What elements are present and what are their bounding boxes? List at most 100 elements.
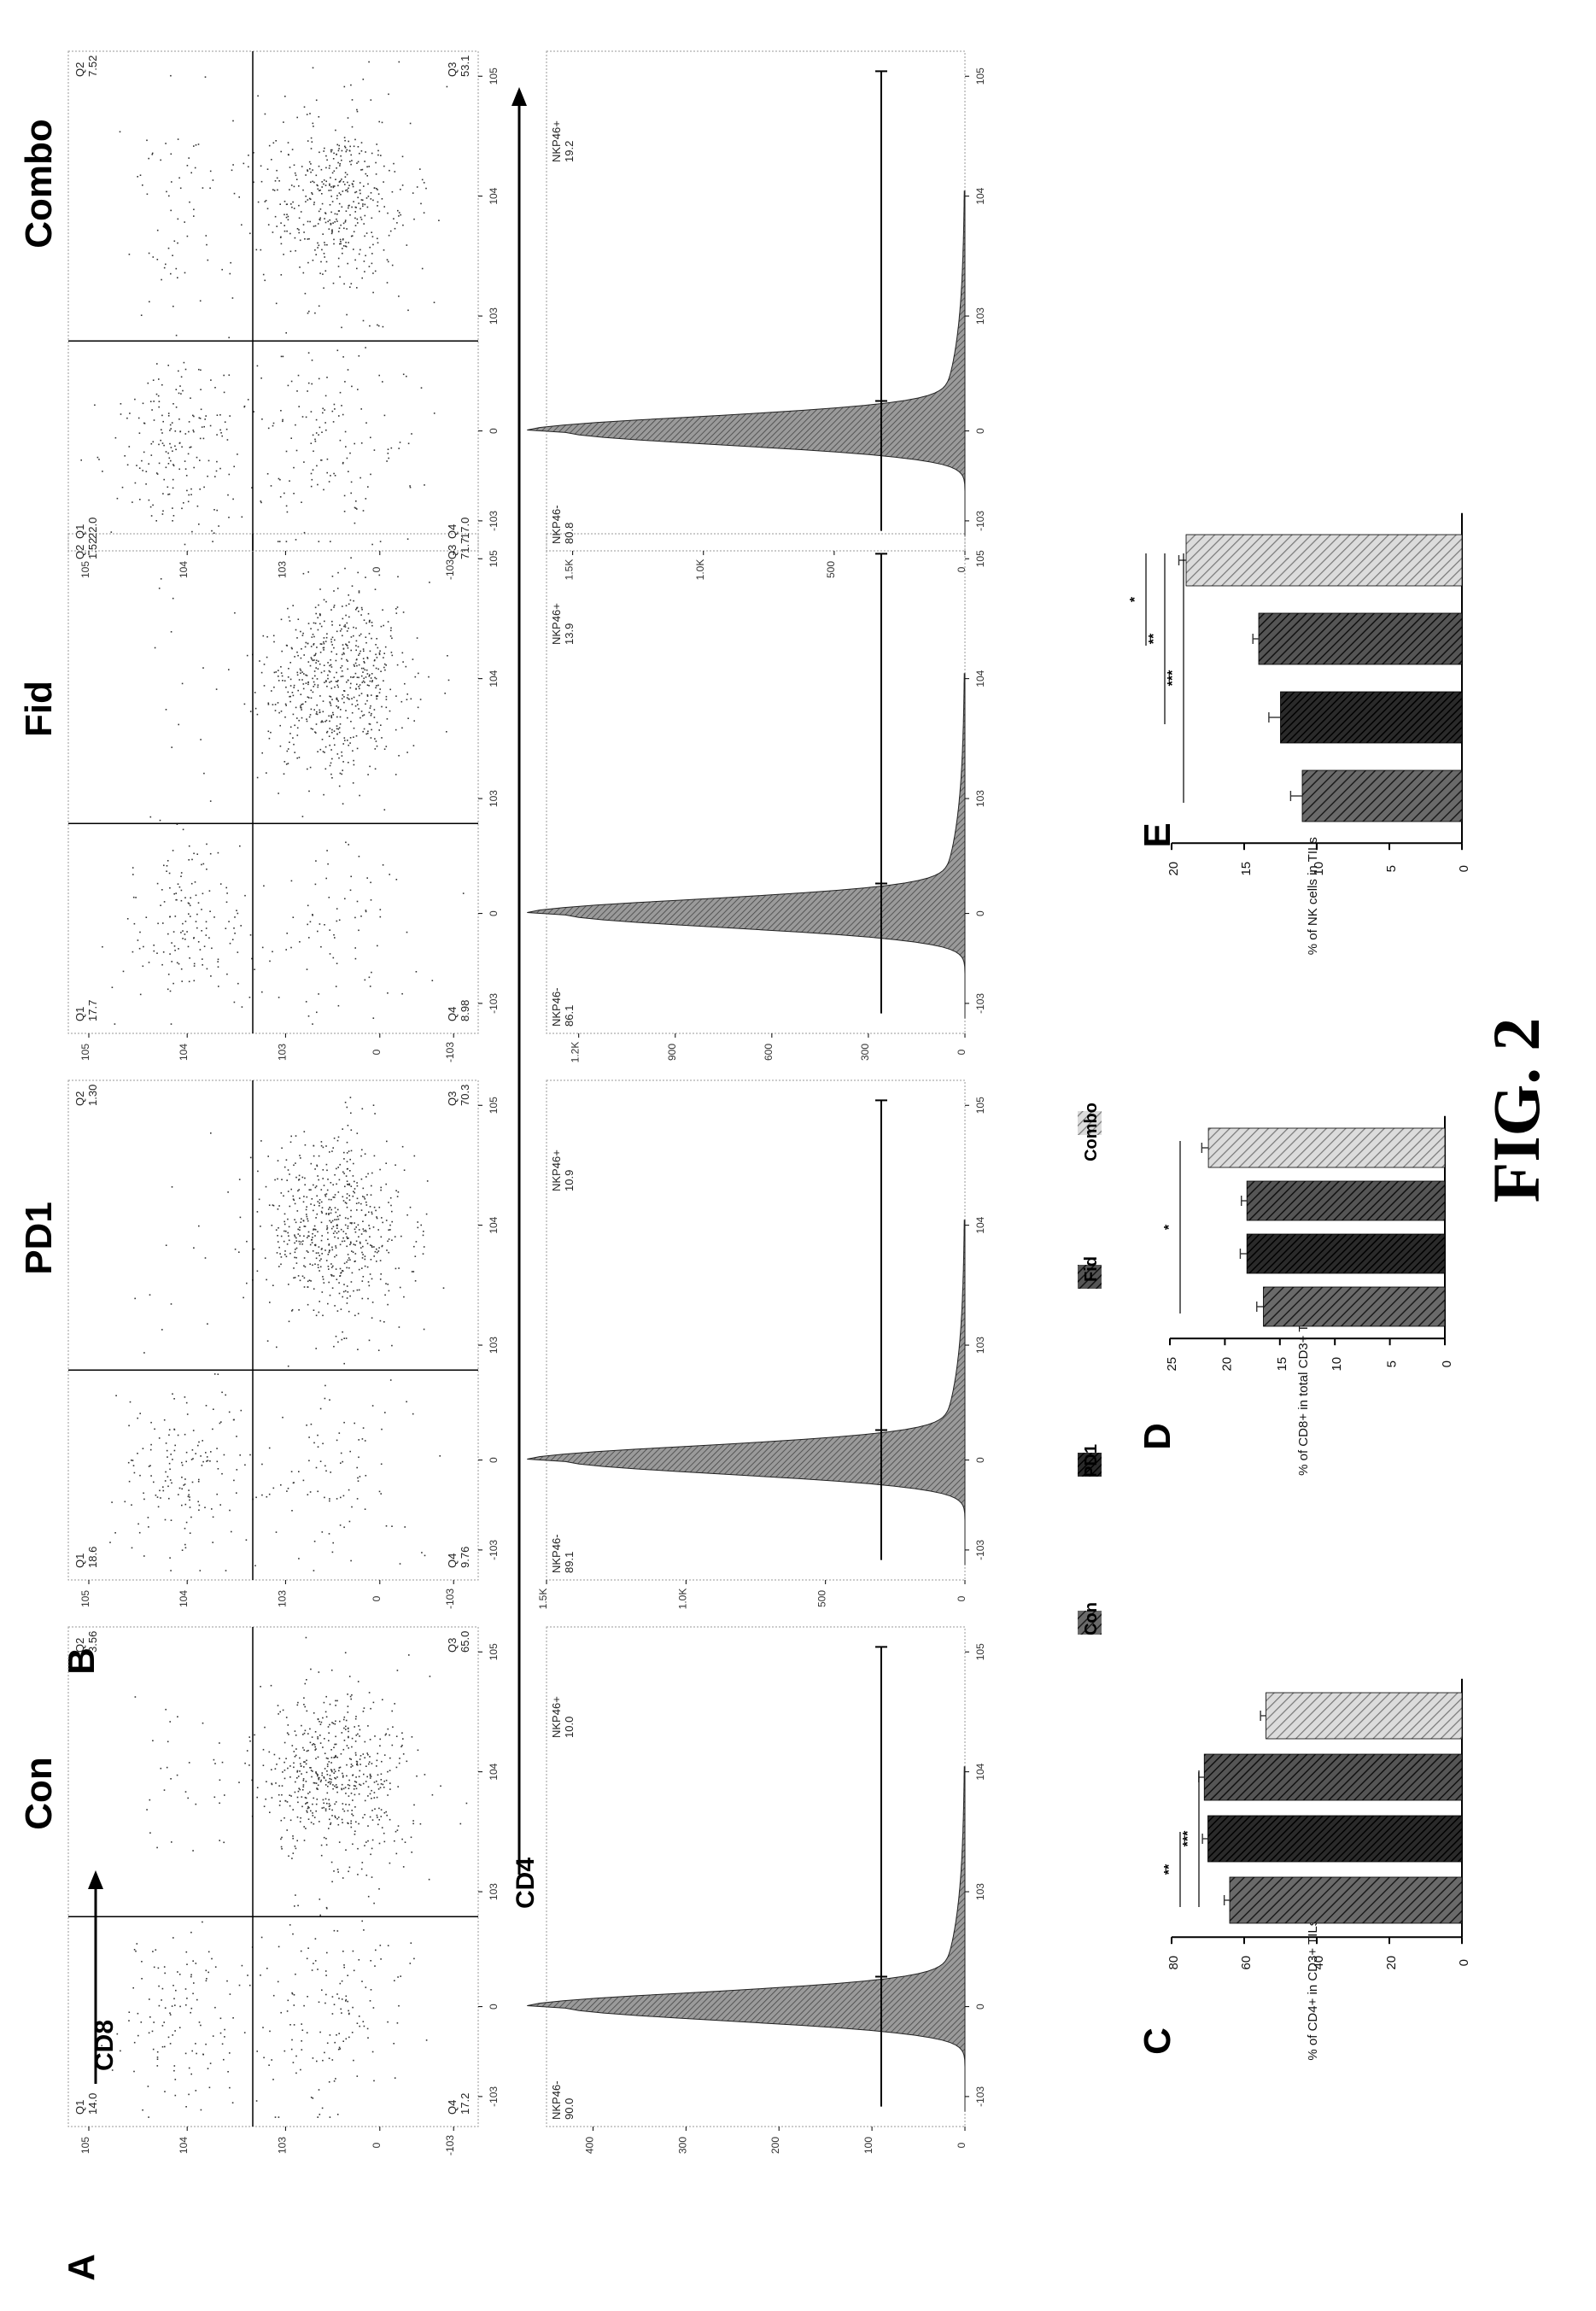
scatter-point: [360, 1155, 362, 1157]
scatter-point: [286, 1732, 289, 1734]
scatter-point: [227, 494, 229, 496]
scatter-point: [356, 108, 358, 111]
scatter-point: [402, 224, 404, 226]
scatter-point: [356, 287, 358, 289]
scatter-point: [340, 1272, 342, 1274]
scatter-point: [428, 676, 430, 678]
scatter-point: [370, 1960, 371, 1962]
scatter-point: [121, 486, 124, 489]
scatter-point: [293, 1164, 295, 1167]
scatter-point: [446, 731, 447, 733]
scatter-point: [289, 1205, 291, 1208]
scatter-point: [367, 1825, 369, 1827]
scatter-point: [295, 1894, 296, 1896]
scatter-point: [321, 2107, 324, 2109]
scatter-point: [313, 1309, 315, 1311]
scatter-point: [322, 1799, 324, 1801]
scatter-point: [165, 1442, 167, 1444]
scatter-point: [398, 755, 400, 757]
scatter-point: [284, 492, 285, 494]
scatter-point: [219, 1840, 220, 1841]
y-tick-label: 105: [79, 2137, 91, 2154]
scatter-point: [213, 509, 215, 511]
scatter-point: [322, 412, 324, 414]
scatter-point: [361, 1862, 364, 1863]
scatter-point: [431, 1793, 434, 1796]
scatter-point: [212, 179, 214, 181]
scatter-point: [328, 2081, 330, 2083]
scatter-point: [249, 934, 252, 936]
scatter-point: [315, 1772, 317, 1774]
scatter-point: [373, 1797, 376, 1799]
scatter-point: [330, 1822, 332, 1824]
scatter-point: [293, 1766, 295, 1769]
scatter-point: [139, 931, 141, 933]
scatter-point: [205, 235, 208, 237]
scatter-point: [221, 2043, 224, 2045]
scatter-point: [174, 1444, 176, 1447]
scatter-point: [196, 1998, 198, 2001]
scatter-point: [289, 695, 291, 698]
scatter-point: [347, 190, 348, 193]
scatter-point: [413, 1245, 415, 1248]
scatter-point: [326, 458, 329, 460]
scatter-point: [313, 1744, 316, 1746]
scatter-point: [180, 889, 183, 892]
scatter-point: [329, 695, 330, 698]
scatter-point: [181, 446, 183, 448]
scatter-point: [322, 273, 324, 275]
scatter-point: [345, 710, 347, 711]
scatter-point: [357, 161, 360, 163]
scatter-point: [336, 197, 338, 200]
scatter-point: [295, 1247, 298, 1249]
scatter-point: [311, 192, 313, 194]
scatter-point: [324, 184, 327, 186]
scatter-point: [266, 656, 268, 658]
scatter-point: [119, 131, 121, 133]
scatter-point: [317, 1775, 319, 1777]
scatter-point: [318, 2001, 320, 2004]
scatter-point: [280, 1484, 282, 1486]
bar-fid: [1258, 612, 1463, 665]
scatter-point: [189, 1496, 190, 1498]
scatter-point: [337, 1231, 340, 1232]
significance-label: ***: [1166, 670, 1180, 686]
scatter-point: [178, 177, 180, 179]
scatter-point: [116, 2033, 119, 2035]
scatter-point: [331, 1287, 334, 1289]
scatter-point: [342, 1200, 345, 1202]
scatter-point: [370, 737, 372, 739]
scatter-point: [307, 1733, 309, 1735]
scatter-point: [199, 459, 201, 461]
scatter-point: [339, 163, 341, 165]
scatter-point: [330, 1208, 332, 1211]
scatter-point: [150, 515, 153, 517]
scatter-point: [305, 1828, 307, 1829]
scatter-point: [337, 1191, 340, 1193]
scatter-point: [319, 426, 321, 429]
scatter-point: [307, 140, 309, 142]
scatter-point: [216, 434, 218, 436]
scatter-point: [344, 624, 346, 626]
scatter-point: [308, 1279, 311, 1281]
scatter-point: [213, 532, 215, 534]
scatter-point: [388, 1238, 390, 1240]
scatter-point: [288, 1734, 289, 1735]
scatter-point: [120, 413, 122, 415]
scatter-point: [363, 1929, 365, 1931]
scatter-point: [371, 1405, 374, 1407]
scatter-point: [357, 1477, 359, 1479]
scatter-point: [351, 385, 353, 388]
scatter-point: [139, 993, 142, 996]
scatter-point: [318, 993, 319, 995]
scatter-point: [372, 664, 375, 667]
scatter-point: [360, 1247, 362, 1249]
scatter-point: [302, 272, 305, 274]
scatter-point: [385, 1220, 388, 1221]
scatter-point: [356, 1197, 359, 1200]
scatter-point: [171, 1841, 172, 1843]
scatter-point: [285, 332, 287, 334]
scatter-point: [186, 1963, 188, 1965]
scatter-point: [175, 267, 178, 270]
